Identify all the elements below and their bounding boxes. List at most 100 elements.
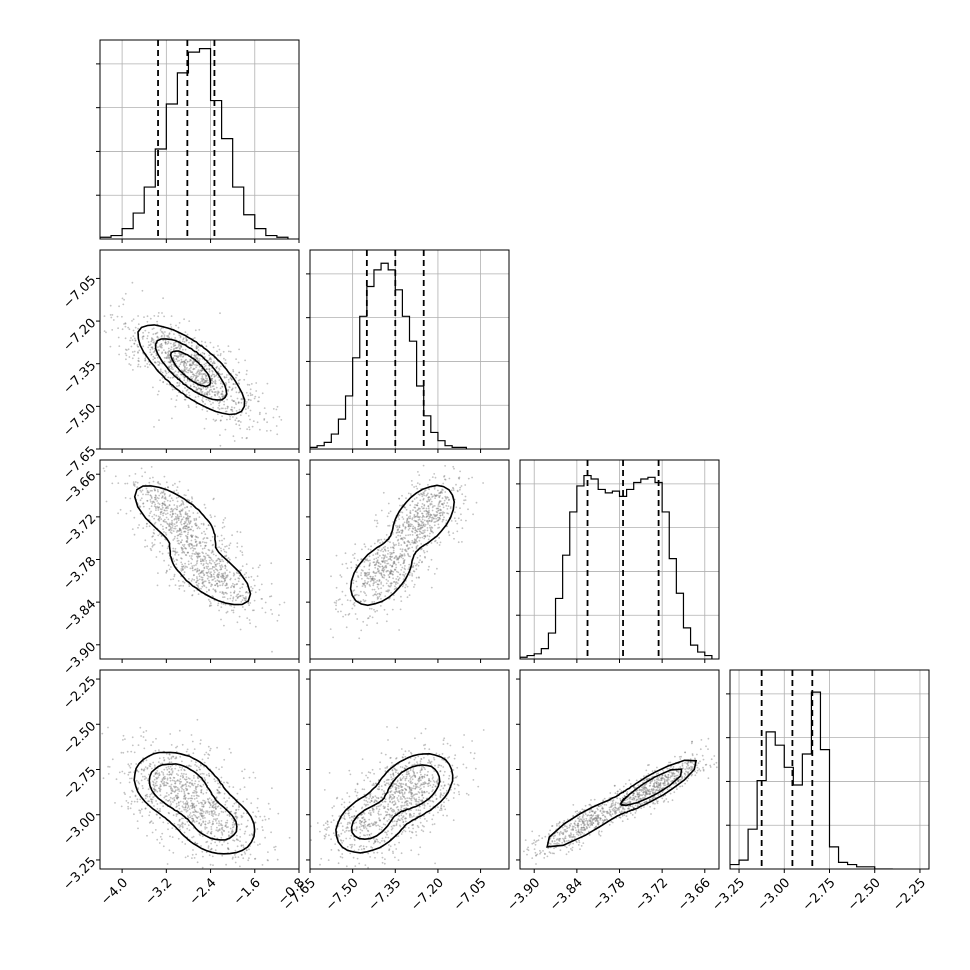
scatter-point — [210, 830, 213, 833]
scatter-point — [169, 785, 172, 788]
scatter-point — [203, 352, 206, 355]
scatter-point — [183, 530, 186, 533]
scatter-point — [219, 591, 222, 593]
scatter-point — [191, 836, 194, 839]
scatter-point — [218, 840, 221, 843]
scatter-point — [201, 408, 204, 411]
scatter-point — [191, 853, 194, 856]
scatter-point — [222, 596, 224, 599]
scatter-point — [216, 582, 219, 585]
scatter-point — [166, 354, 169, 356]
scatter-point — [156, 481, 159, 484]
scatter-point — [206, 377, 209, 380]
scatter-point — [423, 815, 425, 817]
scatter-point — [419, 499, 422, 502]
scatter-point — [417, 512, 419, 514]
scatter-point — [390, 796, 392, 798]
scatter-point — [132, 483, 135, 485]
scatter-point — [196, 800, 199, 803]
scatter-point — [416, 513, 419, 515]
scatter-point — [170, 761, 173, 764]
scatter-point — [219, 565, 221, 567]
scatter-point — [211, 369, 214, 372]
scatter-point — [145, 522, 148, 525]
scatter-point — [182, 568, 184, 571]
scatter-point — [424, 727, 427, 730]
scatter-point — [178, 384, 181, 386]
scatter-point — [168, 366, 170, 369]
scatter-point — [219, 807, 222, 810]
scatter-point — [197, 349, 200, 351]
scatter-point — [432, 513, 435, 516]
scatter-point — [233, 839, 236, 842]
scatter-point — [102, 467, 105, 470]
scatter-point — [400, 537, 403, 540]
scatter-point — [201, 547, 204, 550]
scatter-point — [399, 824, 401, 827]
scatter-point — [271, 787, 273, 790]
scatter-point — [407, 523, 410, 526]
scatter-point — [419, 524, 422, 527]
scatter-point — [222, 811, 225, 813]
scatter-point — [268, 817, 270, 820]
scatter-point — [423, 490, 426, 493]
scatter-point — [222, 574, 225, 577]
scatter-point — [408, 563, 411, 566]
scatter-point — [205, 368, 208, 371]
scatter-point — [180, 817, 183, 820]
scatter-point — [407, 554, 410, 556]
contour-line-0 — [137, 324, 246, 416]
scatter-point — [212, 864, 214, 866]
scatter-point — [232, 805, 234, 808]
scatter-point — [227, 826, 229, 828]
scatter-point — [202, 382, 204, 385]
scatter-point — [264, 611, 267, 614]
scatter-point — [200, 562, 203, 565]
scatter-point — [129, 510, 132, 512]
scatter-point — [204, 580, 207, 583]
scatter-point — [280, 419, 283, 421]
scatter-point — [178, 334, 181, 337]
scatter-point — [180, 515, 183, 518]
scatter-point — [200, 791, 203, 794]
scatter-point — [246, 369, 248, 372]
scatter-point — [376, 540, 379, 543]
scatter-point — [142, 493, 144, 496]
scatter-point — [389, 555, 392, 558]
scatter-point — [149, 547, 152, 550]
scatter-point — [167, 340, 170, 343]
scatter-point — [191, 804, 194, 807]
scatter-point — [235, 583, 238, 586]
scatter-point — [147, 346, 150, 349]
scatter-point — [386, 808, 389, 810]
scatter-point — [381, 565, 384, 568]
scatter-point — [161, 525, 164, 528]
scatter-point — [147, 493, 149, 496]
scatter-point — [441, 503, 443, 505]
scatter-point — [212, 813, 215, 815]
scatter-point — [184, 530, 187, 533]
scatter-point — [397, 859, 400, 861]
scatter-point — [180, 503, 183, 506]
scatter-point — [409, 789, 412, 791]
scatter-point — [131, 281, 134, 284]
scatter-point — [387, 569, 389, 572]
scatter-point — [145, 493, 147, 496]
scatter-point — [203, 753, 206, 756]
scatter-point — [343, 806, 346, 809]
scatter-point — [461, 493, 464, 496]
scatter-point — [175, 773, 178, 775]
scatter-point — [335, 600, 338, 602]
scatter-point — [234, 812, 237, 814]
scatter-point — [394, 783, 396, 785]
scatter-point — [215, 807, 217, 810]
scatter-point — [198, 516, 201, 518]
scatter-point — [194, 547, 197, 550]
scatter-point — [207, 830, 210, 833]
scatter-point — [211, 822, 214, 825]
scatter-point — [414, 506, 417, 509]
scatter-point — [407, 492, 410, 495]
scatter-point — [380, 572, 382, 574]
scatter-point — [146, 337, 149, 340]
scatter-point — [210, 842, 213, 845]
